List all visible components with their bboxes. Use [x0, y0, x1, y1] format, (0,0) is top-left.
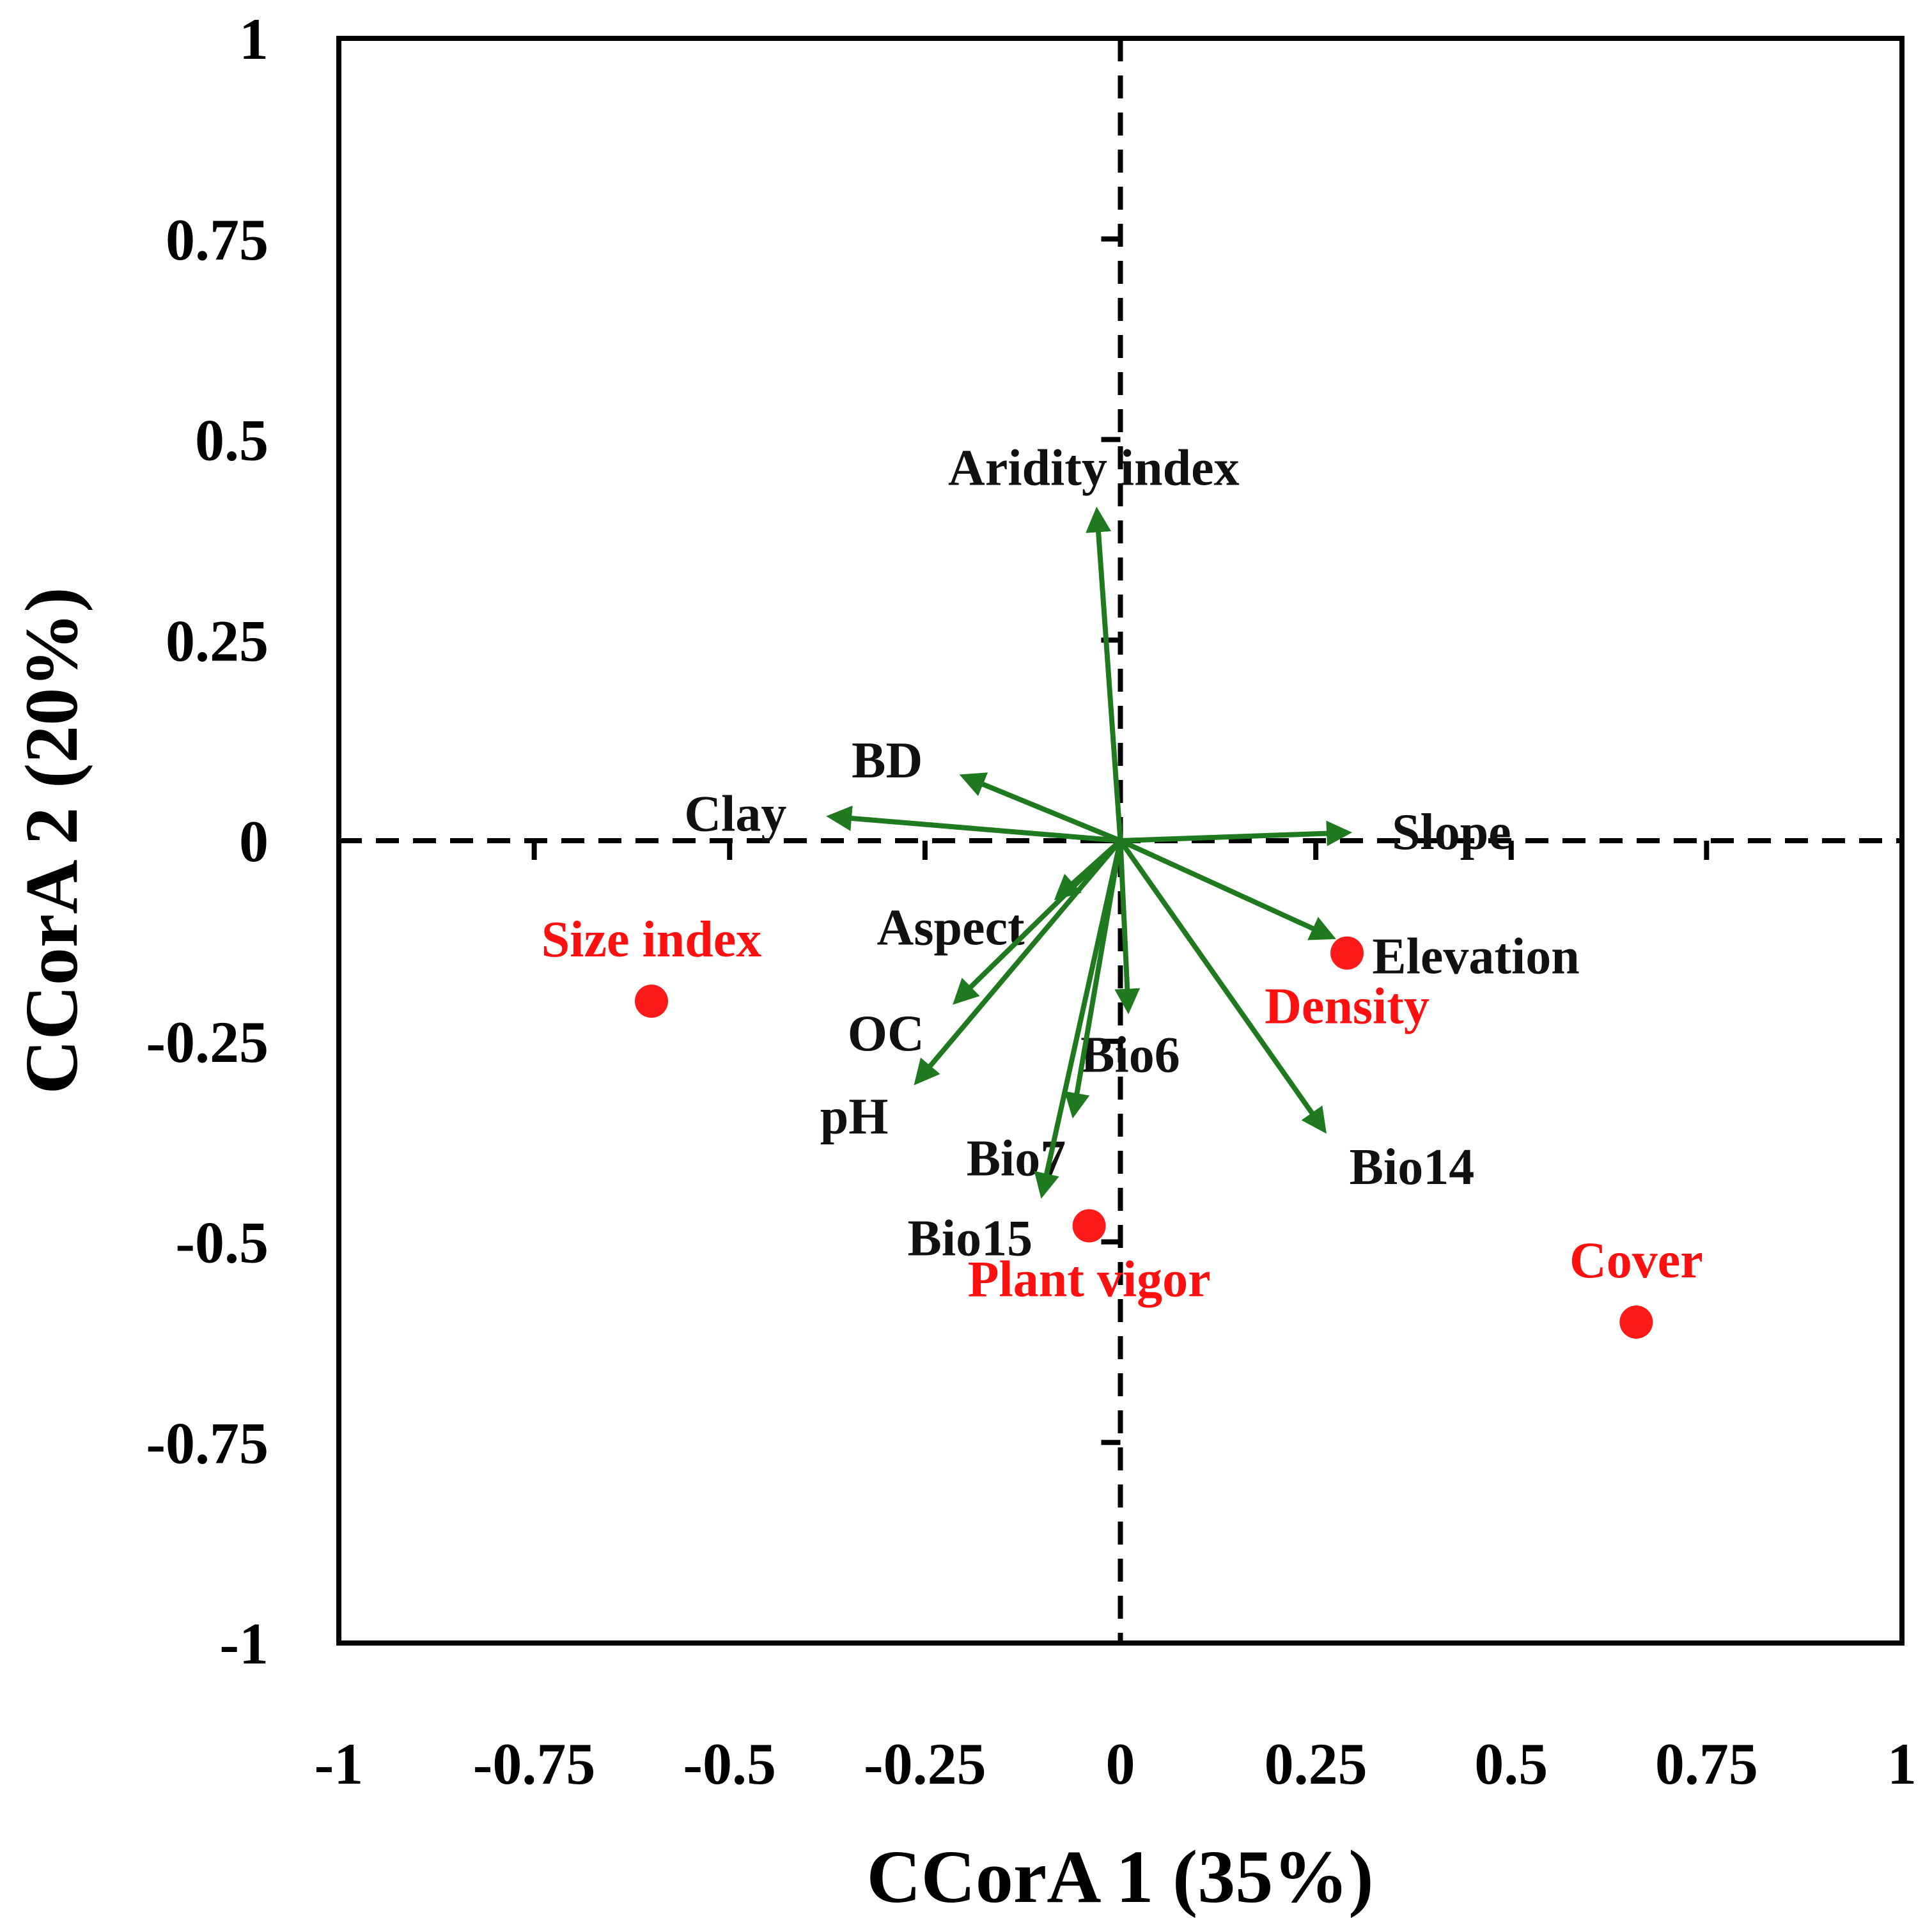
x-tick-label: 0.5	[1474, 1731, 1548, 1796]
x-tick-label: 0.25	[1265, 1731, 1367, 1796]
response-point	[1072, 1209, 1106, 1243]
point-label: Plant vigor	[968, 1251, 1211, 1307]
x-tick-label: -0.5	[683, 1731, 776, 1796]
vector-arrow	[1119, 838, 1336, 940]
x-tick-label: -0.75	[473, 1731, 596, 1796]
vector-label: Bio14	[1350, 1139, 1475, 1196]
y-tick-label: -0.5	[175, 1210, 269, 1275]
vector-arrow	[826, 806, 1121, 843]
x-tick-label: 1	[1887, 1731, 1917, 1796]
x-tick-label: -0.25	[864, 1731, 986, 1796]
y-tick-label: 0	[239, 809, 269, 874]
vector-arrow	[914, 839, 1123, 1086]
vector-arrow	[1120, 820, 1353, 846]
vector-arrow	[959, 772, 1122, 843]
y-tick-label: 1	[239, 6, 269, 72]
vector-label: BD	[852, 733, 923, 789]
y-tick-label: 0.25	[166, 608, 269, 673]
response-point	[1330, 936, 1364, 970]
y-tick-label: 0.75	[166, 207, 269, 272]
vector-arrow	[1034, 840, 1123, 1199]
x-tick-label: 0.75	[1655, 1731, 1758, 1796]
tick-labels: -1 -0.75 -0.5 -0.25 0 0.25 0.5 0.75 1 1 0.75 0.5 0.2…	[146, 6, 1917, 1796]
vector-label: Slope	[1392, 804, 1511, 861]
y-tick-label: -0.25	[146, 1009, 269, 1075]
vector-label: Elevation	[1372, 929, 1579, 985]
response-point	[635, 985, 668, 1018]
y-tick-label: -1	[219, 1611, 269, 1676]
x-tick-label: 0	[1106, 1731, 1135, 1796]
vector-label: Bio15	[908, 1211, 1033, 1267]
response-points: Size index Density Plant vigor Cover	[541, 912, 1703, 1339]
y-axis-title: CCorA 2 (20%)	[10, 587, 93, 1094]
point-label: Cover	[1570, 1233, 1703, 1289]
vector-label: OC	[848, 1006, 924, 1062]
vector-arrow	[1114, 840, 1141, 1015]
vector-arrow	[953, 839, 1123, 1005]
y-tick-label: 0.5	[195, 408, 269, 473]
point-label: Density	[1265, 979, 1430, 1035]
x-axis-title: CCorA 1 (35%)	[866, 1835, 1373, 1919]
vector-label: Aridity index	[948, 440, 1240, 497]
vector-arrow	[1118, 839, 1327, 1134]
vector-arrow	[1086, 506, 1123, 841]
response-point	[1619, 1305, 1653, 1339]
vector-label: pH	[820, 1089, 889, 1145]
vector-label: Aspect	[877, 900, 1025, 956]
vector-label: Bio6	[1080, 1027, 1180, 1083]
x-tick-label: -1	[315, 1731, 364, 1796]
y-tick-label: -0.75	[146, 1410, 269, 1476]
vector-arrows: Aridity index BD Clay Slope Aspect Elevation O…	[684, 440, 1579, 1267]
point-label: Size index	[541, 912, 761, 968]
vector-label: Clay	[684, 786, 786, 843]
